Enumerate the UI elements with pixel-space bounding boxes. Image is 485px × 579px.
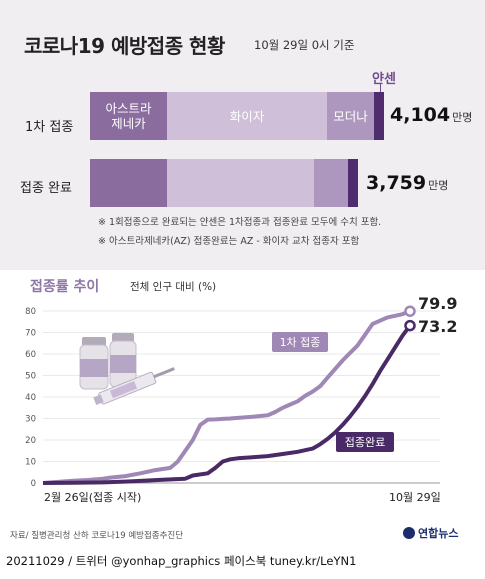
segment-moderna	[314, 159, 348, 207]
endpoint-fully-vaccinated	[404, 319, 416, 332]
series-label-fully-vaccinated: 접종완료	[345, 436, 385, 449]
total-unit: 만명	[428, 179, 449, 192]
segment-moderna: 모더나	[327, 92, 374, 140]
y-tick-label: 70	[25, 329, 36, 339]
total-first-dose: 4,104 만명	[390, 104, 472, 126]
y-tick-label: 30	[25, 415, 36, 425]
bar-fully-vaccinated	[90, 159, 358, 207]
y-tick-label: 0	[31, 479, 36, 489]
page-title: 코로나19 예방접종 현황	[24, 34, 225, 58]
footer-credit: 20211029 / 트위터 @yonhap_graphics 페이스북 tun…	[6, 554, 357, 568]
source-note: 자료/ 질병관리청 산하 코로나19 예방접종추진단	[10, 531, 184, 541]
total-value: 4,104	[390, 104, 451, 126]
y-tick-label: 80	[25, 307, 36, 317]
segment-pfizer	[167, 159, 314, 207]
total-fully-vaccinated: 3,759 만명	[366, 172, 448, 194]
y-tick-label: 10	[25, 458, 36, 468]
segment-pfizer: 화이자	[167, 92, 327, 140]
y-tick-label: 40	[25, 393, 36, 403]
segment-label: 모더나	[333, 108, 368, 124]
vial-cap-icon	[82, 337, 106, 346]
vial-label-icon	[80, 359, 108, 377]
segment-label-line: 제네카	[111, 116, 146, 131]
segment-astrazeneca	[90, 159, 167, 207]
total-unit: 만명	[452, 111, 473, 124]
bar-first-dose: 아스트라 제네카 화이자 모더나	[90, 92, 384, 140]
series-line-fully-vaccinated	[42, 324, 412, 485]
series-tag-first-dose: 1차 접종	[272, 332, 328, 352]
series-tag-fully-vaccinated: 접종완료	[336, 432, 394, 452]
vial-cap-icon	[112, 333, 134, 342]
end-value-first-dose: 79.9	[418, 295, 457, 313]
segment-janssen	[348, 159, 358, 207]
chart-title: 접종률 추이	[30, 279, 100, 295]
logo-icon	[403, 527, 415, 539]
vial-label-icon	[110, 355, 136, 373]
total-value: 3,759	[366, 172, 427, 194]
janssen-pointer	[380, 84, 381, 92]
chart-subtitle: 전체 인구 대비 (%)	[130, 281, 217, 293]
y-tick-label: 60	[25, 350, 36, 360]
segment-label-line: 아스트라	[105, 101, 152, 116]
endpoint-first-dose	[404, 305, 416, 317]
end-value-fully-vaccinated: 73.2	[418, 317, 457, 336]
y-tick-label: 20	[25, 436, 36, 446]
syringe-icon	[93, 367, 175, 405]
y-tick-label: 50	[25, 372, 36, 382]
segment-label: 화이자	[229, 108, 265, 124]
logo: 연합뉴스	[403, 525, 458, 541]
series-line-first-dose	[42, 309, 411, 485]
segment-janssen	[374, 92, 384, 140]
vaccination-trend-chart: 0 10 20 30 40 50 60 70 80 79.9 73.2 1차 접종 접종완료	[25, 295, 457, 489]
segment-astrazeneca: 아스트라 제네카	[90, 92, 167, 140]
x-end-label: 10월 29일	[389, 491, 441, 504]
x-start-label: 2월 26일(접종 시작)	[44, 491, 142, 504]
row-label-fully-vaccinated: 접종 완료	[20, 181, 72, 196]
row-label-first-dose: 1차 접종	[25, 120, 74, 135]
y-axis-ticks: 0 10 20 30 40 50 60 70 80	[25, 307, 36, 489]
janssen-label: 얀센	[372, 72, 396, 87]
vaccine-illustration	[79, 333, 175, 405]
as-of-date: 10월 29일 0시 기준	[254, 38, 355, 52]
series-label-first-dose: 1차 접종	[280, 336, 321, 349]
note-astrazeneca: ※ 아스트라제네카(AZ) 접종완료는 AZ - 화이자 교차 접종자 포함	[98, 236, 360, 247]
note-janssen: ※ 1회접종으로 완료되는 얀센은 1차접종과 접종완료 모두에 수치 포함.	[98, 217, 382, 228]
logo-text: 연합뉴스	[418, 527, 459, 540]
